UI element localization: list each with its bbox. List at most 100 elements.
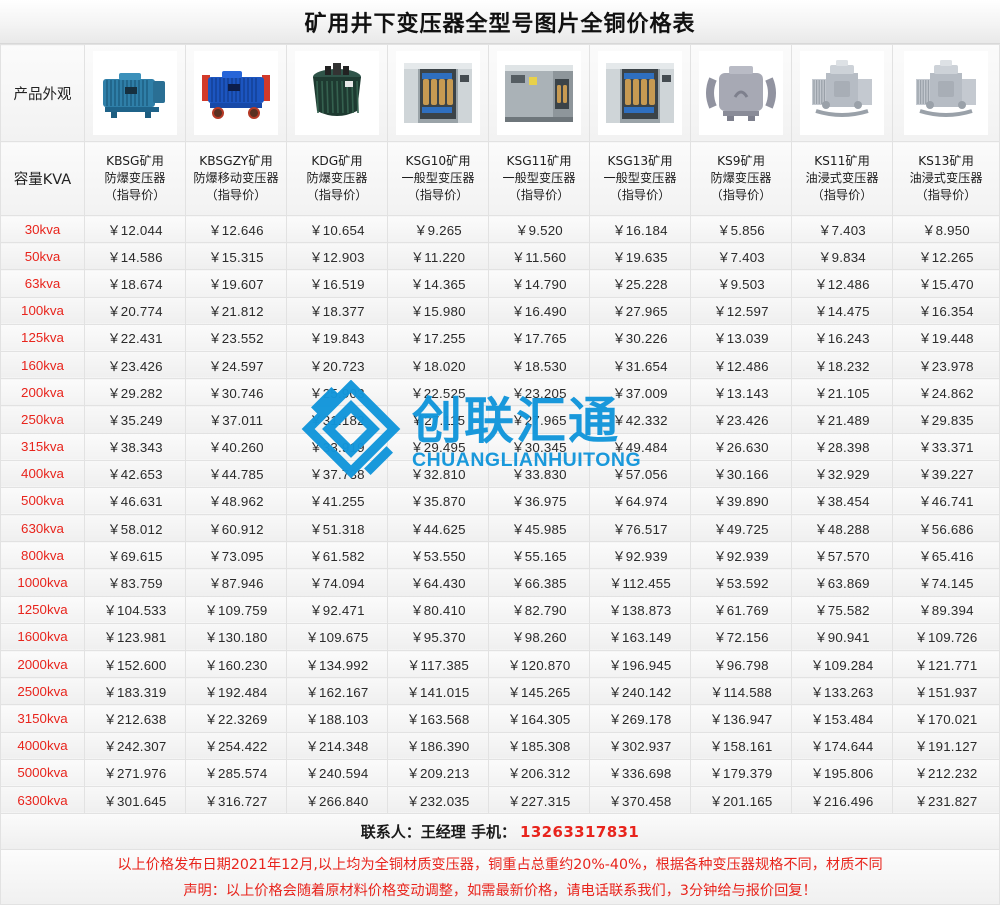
column-header-row: 容量KVA KBSG矿用 防爆变压器 （指导价） KBSGZY矿用 防爆移动变压器 （指导价…: [0, 141, 1000, 216]
price-cell: ￥12.597: [690, 296, 792, 325]
price-cell: ￥23.426: [690, 405, 792, 434]
price-cell: ￥16.519: [286, 269, 388, 298]
price-cell: ￥38.454: [791, 486, 893, 516]
capacity-label: 1000kva: [0, 568, 85, 597]
price-cell: ￥33.371: [892, 432, 1000, 461]
price-cell: ￥240.142: [589, 677, 691, 706]
price-cell: ￥18.020: [387, 350, 489, 380]
price-cell: ￥112.455: [589, 568, 691, 597]
model-name: KSG13矿用: [607, 154, 673, 169]
product-image-cell: [589, 44, 691, 142]
thumb-wrap: [893, 45, 999, 141]
price-cell: ￥66.385: [488, 568, 590, 597]
price-cell: ￥104.533: [84, 595, 186, 624]
price-cell: ￥16.243: [791, 323, 893, 352]
thumb-wrap: [186, 45, 286, 141]
price-cell: ￥14.790: [488, 269, 590, 298]
table-row: 50kva ￥14.586 ￥15.315 ￥12.903 ￥11.220 ￥11.560…: [0, 242, 1000, 271]
price-cell: ￥15.315: [185, 242, 287, 271]
table-row: 4000kva ￥242.307 ￥254.422 ￥214.348 ￥186.390 ￥…: [0, 731, 1000, 760]
thumb-wrap: [792, 45, 892, 141]
price-cell: ￥22.525: [387, 378, 489, 407]
price-cell: ￥28.398: [791, 432, 893, 461]
model-note: （指导价）: [104, 187, 166, 202]
contact-phone[interactable]: 13263317831: [520, 822, 640, 841]
price-cell: ￥30.746: [185, 378, 287, 407]
price-cell: ￥266.840: [286, 785, 388, 815]
model-note: （指导价）: [915, 187, 977, 202]
model-type: 防爆变压器: [306, 171, 368, 186]
price-cell: ￥109.675: [286, 622, 388, 652]
price-cell: ￥89.394: [892, 595, 1000, 624]
price-cell: ￥109.759: [185, 595, 287, 624]
thumb-wrap: [489, 45, 589, 141]
table-row: 800kva ￥69.615 ￥73.095 ￥61.582 ￥53.550 ￥55.16…: [0, 541, 1000, 570]
price-cell: ￥254.422: [185, 731, 287, 760]
price-cell: ￥60.912: [185, 514, 287, 543]
product-image-cell: [791, 44, 893, 142]
price-cell: ￥201.165: [690, 785, 792, 815]
price-table: 产品外观: [0, 44, 1000, 815]
capacity-label: 50kva: [0, 242, 85, 271]
price-cell: ￥11.560: [488, 242, 590, 271]
price-cell: ￥16.354: [892, 296, 1000, 325]
price-cell: ￥109.284: [791, 649, 893, 679]
price-cell: ￥25.228: [589, 269, 691, 298]
price-cell: ￥212.638: [84, 704, 186, 733]
transformer-cabinet-open-icon: [598, 51, 682, 135]
price-cell: ￥121.771: [892, 649, 1000, 679]
price-cell: ￥336.698: [589, 758, 691, 787]
price-cell: ￥141.015: [387, 677, 489, 706]
model-column-header: KSG11矿用 一般型变压器 （指导价）: [488, 141, 590, 216]
price-cell: ￥12.486: [690, 350, 792, 380]
table-row: 500kva ￥46.631 ￥48.962 ￥41.255 ￥35.870 ￥36.97…: [0, 486, 1000, 516]
capacity-label: 3150kva: [0, 704, 85, 733]
price-cell: ￥30.345: [488, 432, 590, 461]
price-cell: ￥56.686: [892, 514, 1000, 543]
price-cell: ￥285.574: [185, 758, 287, 787]
appearance-row-label: 产品外观: [0, 44, 85, 142]
transformer-cabinet-closed-icon: [497, 51, 581, 135]
price-cell: ￥95.370: [387, 622, 489, 652]
capacity-label: 630kva: [0, 514, 85, 543]
model-name: KBSGZY矿用: [199, 154, 273, 169]
price-cell: ￥36.975: [488, 486, 590, 516]
price-cell: ￥145.265: [488, 677, 590, 706]
price-cell: ￥170.021: [892, 704, 1000, 733]
product-image-cell: [286, 44, 388, 142]
price-cell: ￥185.308: [488, 731, 590, 760]
model-name: KDG矿用: [311, 154, 363, 169]
model-type: 一般型变压器: [603, 171, 677, 186]
table-row: 6300kva ￥301.645 ￥316.727 ￥266.840 ￥232.035 ￥…: [0, 785, 1000, 815]
model-header-text: KBSG矿用 防爆变压器 （指导价）: [87, 153, 183, 203]
price-cell: ￥61.582: [286, 541, 388, 570]
table-row: 160kva ￥23.426 ￥24.597 ￥20.723 ￥18.020 ￥18.53…: [0, 350, 1000, 380]
price-cell: ￥44.625: [387, 514, 489, 543]
price-cell: ￥212.232: [892, 758, 1000, 787]
price-cell: ￥7.403: [791, 214, 893, 244]
model-header-text: KBSGZY矿用 防爆移动变压器 （指导价）: [188, 153, 284, 203]
price-cell: ￥22.431: [84, 323, 186, 352]
model-name: KSG10矿用: [405, 154, 471, 169]
capacity-label: 400kva: [0, 459, 85, 488]
price-cell: ￥240.594: [286, 758, 388, 787]
capacity-label: 1250kva: [0, 595, 85, 624]
price-cell: ￥75.582: [791, 595, 893, 624]
price-cell: ￥37.009: [589, 378, 691, 407]
price-cell: ￥12.646: [185, 214, 287, 244]
price-cell: ￥65.416: [892, 541, 1000, 570]
price-cell: ￥27.965: [488, 405, 590, 434]
model-column-header: KSG10矿用 一般型变压器 （指导价）: [387, 141, 489, 216]
price-cell: ￥64.974: [589, 486, 691, 516]
price-cell: ￥22.3269: [185, 704, 287, 733]
price-cell: ￥16.184: [589, 214, 691, 244]
price-cell: ￥18.674: [84, 269, 186, 298]
capacity-label: 1600kva: [0, 622, 85, 652]
price-cell: ￥160.230: [185, 649, 287, 679]
price-cell: ￥163.149: [589, 622, 691, 652]
capacity-label: 5000kva: [0, 758, 85, 787]
price-cell: ￥74.145: [892, 568, 1000, 597]
price-cell: ￥61.769: [690, 595, 792, 624]
model-column-header: KBSG矿用 防爆变压器 （指导价）: [84, 141, 186, 216]
price-cell: ￥46.741: [892, 486, 1000, 516]
